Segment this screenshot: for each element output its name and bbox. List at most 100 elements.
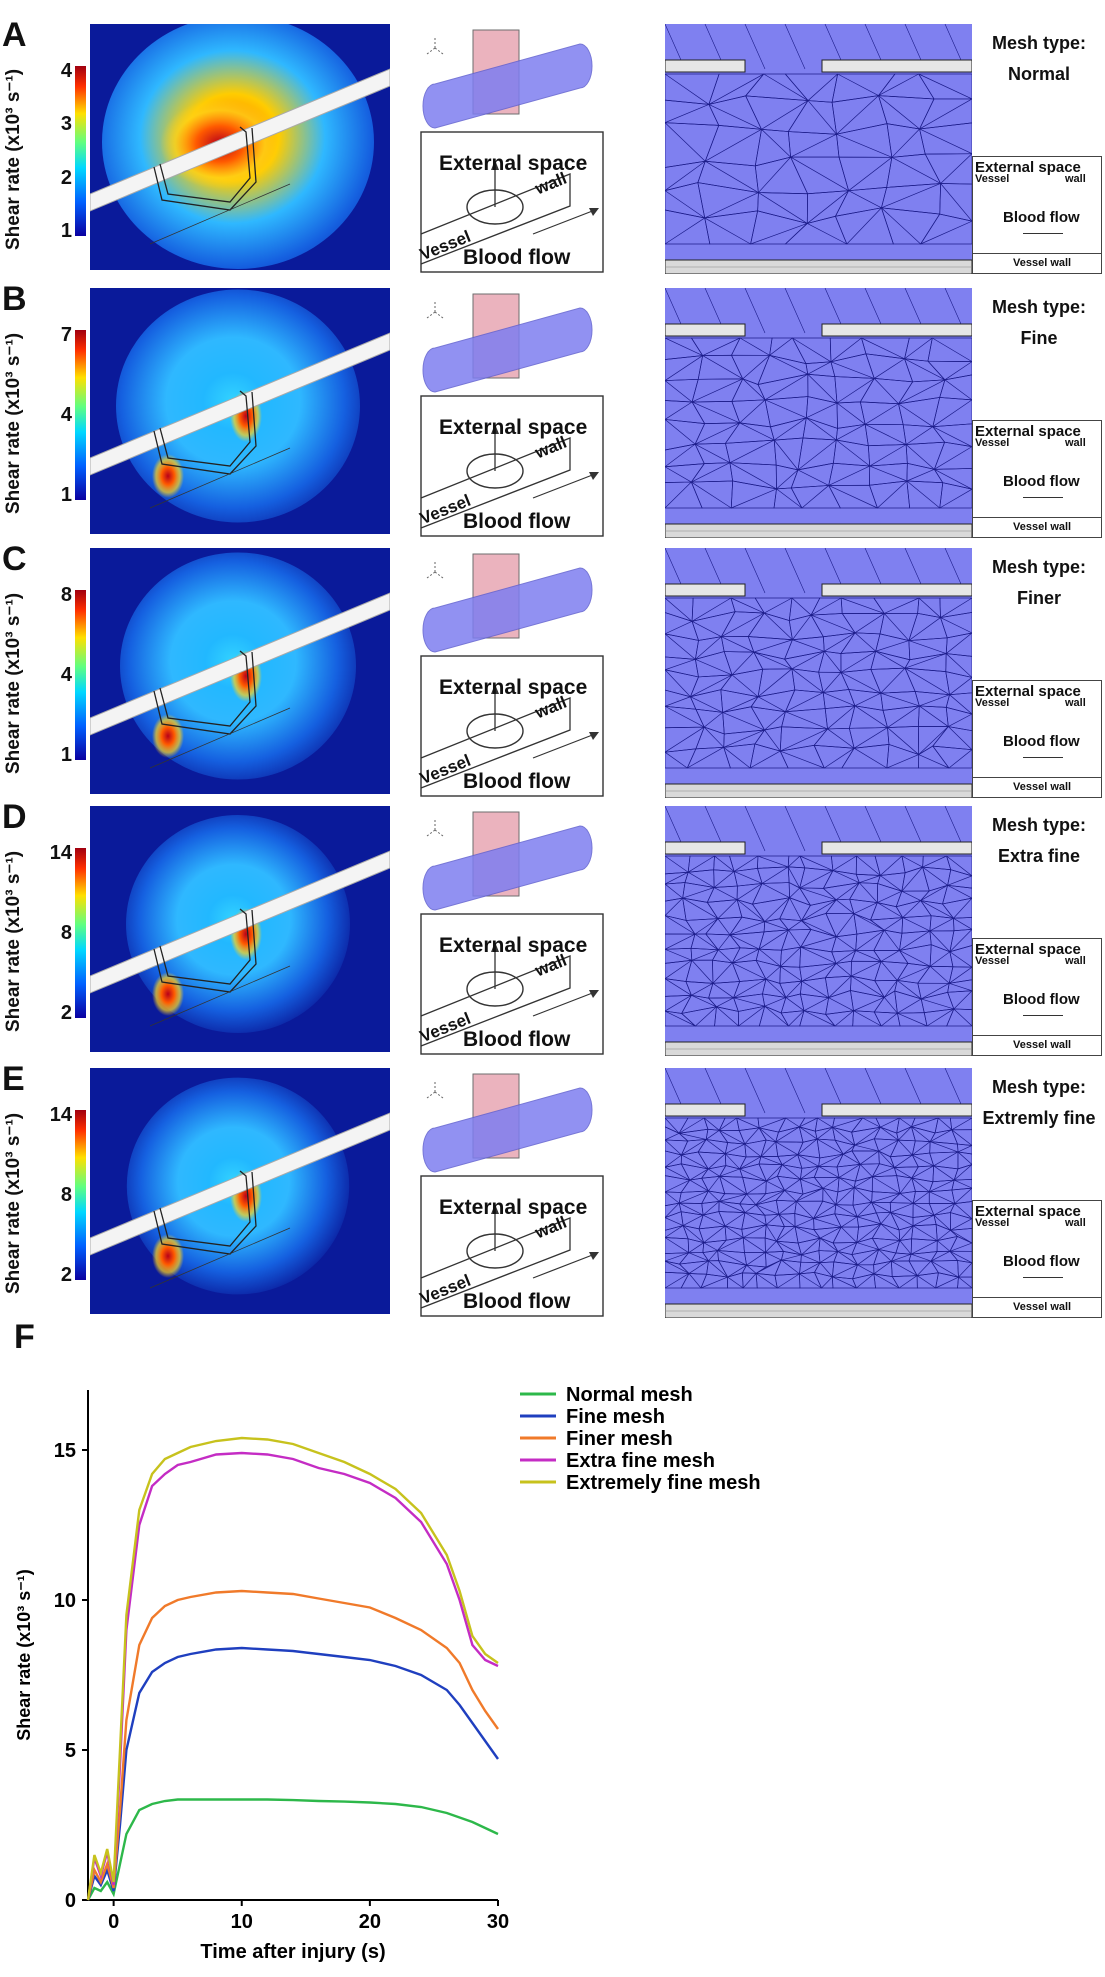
schematic-label-blood-flow: Blood flow	[463, 510, 571, 533]
shear-rate-heatmap	[90, 288, 390, 534]
panel-letter: D	[2, 798, 27, 836]
panel-letter: C	[2, 540, 27, 578]
legend-label: Extremely fine mesh	[566, 1472, 761, 1494]
inset-label-vessel-wall: Vessel wall	[1013, 521, 1072, 533]
legend-label: Normal mesh	[566, 1384, 693, 1406]
flow-arrow-icon	[1023, 1277, 1063, 1278]
colorbar-tick-label: 1	[60, 484, 72, 506]
panel-letter-f: F	[14, 1318, 35, 1356]
inset-label-external-space: External space	[975, 159, 1081, 176]
y-tick-label: 5	[65, 1740, 76, 1762]
flow-arrow-icon	[1023, 1015, 1063, 1016]
colorbar-tick-label: 1	[60, 744, 72, 766]
inset-label-vessel: Vessel	[975, 955, 1010, 967]
schematic-label-blood-flow: Blood flow	[463, 246, 571, 269]
mesh-type-label: Mesh type: Extremly fine	[982, 1077, 1096, 1128]
schematic-label-blood-flow: Blood flow	[463, 1028, 571, 1051]
inset-label-blood-flow: Blood flow	[1003, 1253, 1080, 1270]
inset-label-blood-flow: Blood flow	[1003, 733, 1080, 750]
colorbar-title: Shear rate (x10³ s⁻¹)	[3, 592, 24, 774]
colorbar-title: Shear rate (x10³ s⁻¹)	[3, 850, 24, 1032]
colorbar-tick-label: 8	[60, 584, 72, 606]
mesh-inset-legend: External space Vessel wall Blood flow Vessel…	[972, 938, 1102, 1056]
inset-label-vessel-wall: Vessel wall	[1013, 781, 1072, 793]
flow-arrow-icon	[1023, 757, 1063, 758]
x-axis-label: Time after injury (s)	[200, 1941, 385, 1963]
schematic-label-blood-flow: Blood flow	[463, 1290, 571, 1313]
colorbar-tick-label: 7	[60, 324, 72, 346]
mesh-type-label: Mesh type: Fine	[991, 297, 1087, 348]
inset-label-vessel-wall: Vessel wall	[1013, 1039, 1072, 1051]
vessel-schematic: External space Vessel wall Blood flow	[415, 806, 610, 1056]
shear-rate-heatmap	[90, 806, 390, 1052]
colorbar-tick-label: 4	[60, 60, 72, 82]
y-tick-label: 15	[54, 1440, 76, 1462]
schematic-label-external-space: External space	[439, 676, 588, 699]
legend-label: Fine mesh	[566, 1406, 665, 1428]
series-line-3	[86, 1589, 499, 1901]
schematic-label-external-space: External space	[439, 416, 588, 439]
panel-row-e: E Shear rate (x10³ s⁻¹) 14 8 2	[0, 1060, 1105, 1327]
inset-label-external-space: External space	[975, 423, 1081, 440]
mesh-type-label: Mesh type: Extra fine	[991, 815, 1087, 866]
panel-f: F 0 5 10 15 0 10 20 30 Time after injury (s) Shea…	[0, 1310, 1105, 1977]
mesh-grid	[664, 1067, 973, 1319]
flow-arrow-icon	[1023, 497, 1063, 498]
mesh-inset-legend: External space Vessel wall Blood flow Vessel…	[972, 680, 1102, 798]
flow-arrow-icon	[1023, 233, 1063, 234]
inset-label-blood-flow: Blood flow	[1003, 991, 1080, 1008]
panel-letter: B	[2, 280, 27, 318]
inset-label-external-space: External space	[975, 1203, 1081, 1220]
inset-label-blood-flow: Blood flow	[1003, 209, 1080, 226]
shear-rate-heatmap	[90, 548, 390, 794]
inset-divider	[973, 1297, 1101, 1298]
schematic-label-external-space: External space	[439, 152, 588, 175]
colorbar	[75, 590, 86, 760]
colorbar	[75, 330, 86, 500]
inset-label-vessel: Vessel	[975, 697, 1010, 709]
inset-label-vessel: Vessel	[975, 173, 1010, 185]
colorbar-tick-label: 8	[60, 1184, 72, 1206]
inset-label-vessel-wall: Vessel wall	[1013, 257, 1072, 269]
colorbar-title: Shear rate (x10³ s⁻¹)	[3, 68, 24, 250]
mesh-inset-legend: External space Vessel wall Blood flow Vessel…	[972, 156, 1102, 274]
legend-label: Finer mesh	[566, 1428, 673, 1450]
y-tick-label: 10	[54, 1590, 76, 1612]
inset-divider	[973, 517, 1101, 518]
inset-divider	[973, 253, 1101, 254]
colorbar-tick-label: 14	[49, 842, 72, 864]
inset-label-vessel: Vessel	[975, 437, 1010, 449]
vessel-schematic: External space Vessel wall Blood flow	[415, 288, 610, 538]
mesh-grid	[664, 23, 973, 275]
mesh-inset-legend: External space Vessel wall Blood flow Vessel…	[972, 420, 1102, 538]
vessel-schematic: External space Vessel wall Blood flow	[415, 1068, 610, 1318]
panel-row-c: C Shear rate (x10³ s⁻¹) 8 4 1	[0, 540, 1105, 807]
panel-row-d: D Shear rate (x10³ s⁻¹) 14 8 2	[0, 798, 1105, 1065]
shear-rate-heatmap	[90, 24, 390, 270]
inset-label-wall: wall	[1065, 697, 1086, 709]
mesh-grid	[664, 287, 973, 539]
colorbar-tick-label: 14	[49, 1104, 72, 1126]
colorbar	[75, 848, 86, 1018]
inset-label-external-space: External space	[975, 941, 1081, 958]
inset-label-wall: wall	[1065, 1217, 1086, 1229]
mesh-inset-legend: External space Vessel wall Blood flow Vessel…	[972, 1200, 1102, 1318]
colorbar	[75, 1110, 86, 1280]
colorbar-tick-label: 2	[60, 1264, 72, 1286]
series-line-1	[86, 1798, 499, 1901]
x-tick-label: 30	[487, 1911, 509, 1933]
x-tick-label: 10	[231, 1911, 253, 1933]
inset-divider	[973, 777, 1101, 778]
colorbar-tick-label: 2	[60, 1002, 72, 1024]
inset-label-external-space: External space	[975, 683, 1081, 700]
colorbar-title: Shear rate (x10³ s⁻¹)	[3, 1112, 24, 1294]
mesh-type-label: Mesh type: Finer	[991, 557, 1087, 608]
panel-letter: E	[2, 1060, 25, 1098]
colorbar-tick-label: 8	[60, 922, 72, 944]
legend-label: Extra fine mesh	[566, 1450, 715, 1472]
x-tick-label: 20	[359, 1911, 381, 1933]
colorbar-tick-label: 2	[60, 166, 72, 189]
shear-rate-heatmap	[90, 1068, 390, 1314]
y-tick-label: 0	[65, 1890, 76, 1912]
panel-letter: A	[2, 16, 27, 54]
